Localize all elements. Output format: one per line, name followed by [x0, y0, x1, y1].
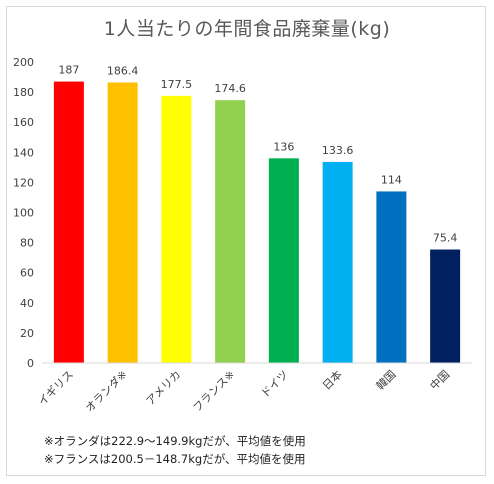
- bar-value-label: 187: [58, 64, 79, 77]
- y-tick-label: 120: [13, 176, 34, 189]
- x-tick-label: 日本: [319, 367, 344, 392]
- bar: [322, 161, 353, 363]
- x-tick-label: ドイツ: [258, 368, 291, 401]
- y-axis: 0 20 40 60 80 100 120 140 160 180 200: [13, 56, 34, 370]
- y-tick-label: 0: [27, 357, 34, 370]
- x-tick-label: イギリス: [36, 368, 76, 408]
- bar-value-label: 186.4: [107, 64, 139, 77]
- y-tick-label: 100: [13, 207, 34, 220]
- data-labels: 187 186.4 177.5 174.6 136 133.6 114 75.4: [58, 64, 457, 245]
- x-tick-label: フランス※: [191, 368, 238, 415]
- x-axis: イギリス オランダ※ アメリカ フランス※ ドイツ 日本 韓国 中国: [36, 362, 472, 415]
- bar: [53, 81, 84, 363]
- y-tick-label: 140: [13, 146, 34, 159]
- y-tick-label: 160: [13, 116, 34, 129]
- y-tick-label: 180: [13, 86, 34, 99]
- bar-value-label: 114: [381, 173, 402, 186]
- x-tick-label: 韓国: [374, 368, 399, 393]
- y-tick-label: 20: [20, 327, 34, 340]
- bar-value-label: 136: [273, 140, 294, 153]
- x-tick-label: アメリカ: [144, 368, 184, 408]
- y-tick-label: 200: [13, 56, 34, 69]
- y-tick-label: 40: [20, 297, 34, 310]
- y-tick-label: 60: [20, 267, 34, 280]
- footnote-netherlands: ※オランダは222.9～149.9kgだが、平均値を使用: [44, 434, 306, 448]
- bar-chart: 0 20 40 60 80 100 120 140 160 180 200 187 186.4 177.…: [13, 56, 472, 415]
- x-tick-label: 中国: [427, 368, 452, 393]
- bar-value-label: 174.6: [214, 82, 246, 95]
- bar: [376, 191, 407, 363]
- bar: [215, 100, 246, 364]
- footnote-france: ※フランスは200.5－148.7kgだが、平均値を使用: [44, 452, 306, 466]
- bar-value-label: 177.5: [161, 78, 193, 91]
- x-tick-label: オランダ※: [82, 367, 130, 415]
- bar-value-label: 133.6: [322, 144, 354, 157]
- bar: [161, 95, 192, 364]
- y-tick-label: 80: [20, 237, 34, 250]
- bar: [107, 82, 138, 363]
- bars: [53, 81, 461, 364]
- bar: [430, 249, 461, 363]
- chart-title: 1人当たりの年間食品廃棄量(kg): [103, 18, 391, 40]
- bar: [268, 158, 299, 363]
- bar-value-label: 75.4: [433, 232, 458, 245]
